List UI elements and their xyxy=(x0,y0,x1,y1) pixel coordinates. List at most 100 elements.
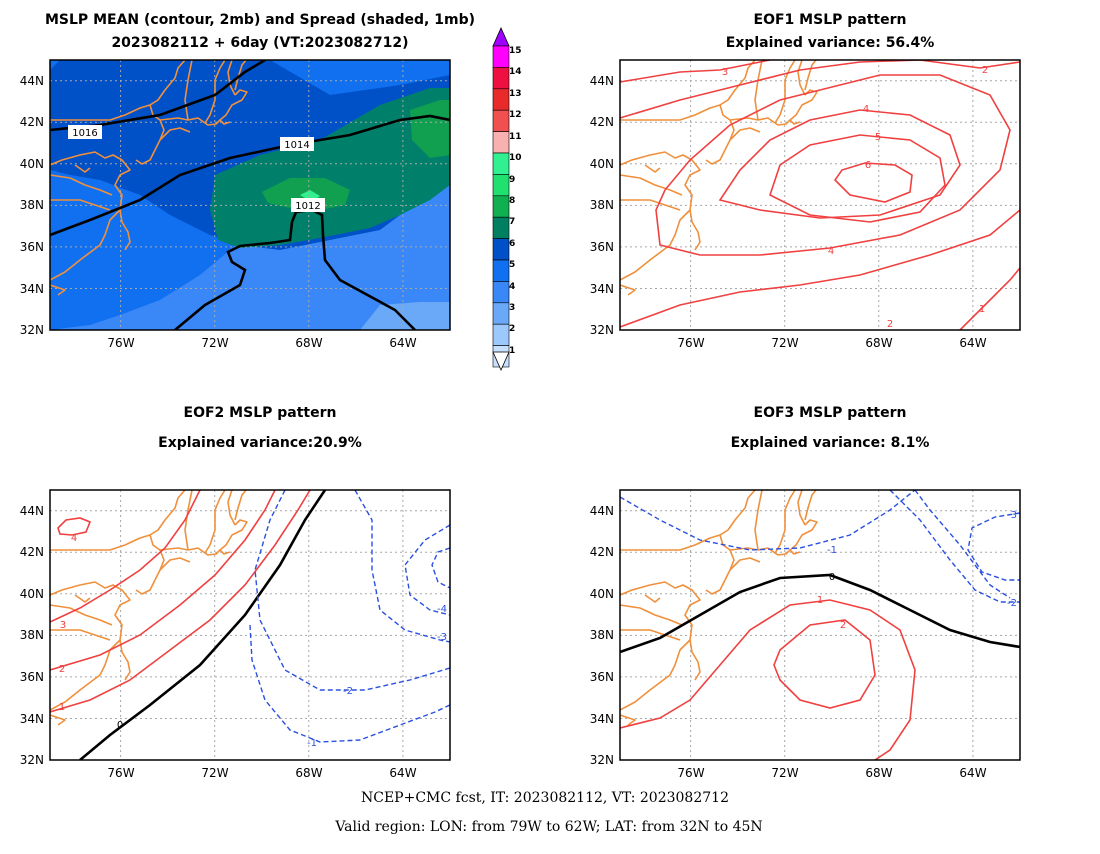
svg-text:1016: 1016 xyxy=(72,128,97,139)
svg-text:72W: 72W xyxy=(771,766,798,780)
colorbar-box xyxy=(492,67,510,90)
svg-text:3: 3 xyxy=(722,67,728,78)
svg-text:44N: 44N xyxy=(20,504,44,518)
eof1-coastline xyxy=(620,60,818,296)
svg-text:72W: 72W xyxy=(771,336,798,350)
svg-text:32N: 32N xyxy=(20,323,44,337)
svg-text:36N: 36N xyxy=(590,240,614,254)
svg-text:-1: -1 xyxy=(307,738,317,749)
eof1-lon-ticks: 76W 72W 68W 64W xyxy=(677,336,986,350)
svg-text:2: 2 xyxy=(509,324,515,334)
colorbar-top-arrow xyxy=(492,27,510,47)
svg-text:2: 2 xyxy=(887,319,893,330)
svg-text:12: 12 xyxy=(509,110,522,120)
svg-text:40N: 40N xyxy=(590,587,614,601)
spread-shading xyxy=(50,60,450,330)
svg-text:64W: 64W xyxy=(959,766,986,780)
colorbar-box xyxy=(492,195,510,218)
svg-text:42N: 42N xyxy=(590,545,614,559)
eof3-negative-contours xyxy=(620,490,1020,603)
colorbar-box xyxy=(492,302,510,325)
contour-1014 xyxy=(50,114,450,237)
eof2-frame xyxy=(49,489,451,761)
svg-text:2: 2 xyxy=(982,65,988,76)
svg-text:40N: 40N xyxy=(20,587,44,601)
svg-text:4: 4 xyxy=(509,282,515,292)
svg-text:-4: -4 xyxy=(437,604,447,615)
svg-text:-2: -2 xyxy=(343,686,353,697)
colorbar-box xyxy=(492,281,510,304)
eof1-lat-ticks: 44N 42N 40N 38N 36N 34N 32N xyxy=(590,74,614,337)
svg-text:5: 5 xyxy=(875,132,881,143)
eof2-subtitle: Explained variance:20.9% xyxy=(158,435,362,451)
mean-lat-ticks: 44N 42N 40N 38N 36N 34N 32N xyxy=(20,74,44,337)
svg-text:9: 9 xyxy=(509,175,515,185)
colorbar-box xyxy=(492,259,510,282)
svg-text:68W: 68W xyxy=(295,766,322,780)
svg-text:-3: -3 xyxy=(1007,510,1017,521)
panel-mslp-mean: MSLP MEAN (contour, 2mb) and Spread (sha… xyxy=(20,12,475,350)
eof2-title: EOF2 MSLP pattern xyxy=(184,405,337,421)
panel-eof2: EOF2 MSLP pattern Explained variance:20.… xyxy=(20,405,451,780)
colorbar-bottom-arrow xyxy=(492,351,510,371)
svg-text:64W: 64W xyxy=(959,336,986,350)
svg-text:44N: 44N xyxy=(590,74,614,88)
eof3-lat-ticks: 44N 42N 40N 38N 36N 34N 32N xyxy=(590,504,614,767)
eof3-lon-ticks: 76W 72W 68W 64W xyxy=(677,766,986,780)
svg-text:64W: 64W xyxy=(389,336,416,350)
svg-text:34N: 34N xyxy=(20,712,44,726)
eof2-contour-labels: 4 3 2 1 0 -4 -3 -2 -1 xyxy=(59,533,447,749)
svg-text:38N: 38N xyxy=(590,198,614,212)
svg-text:1014: 1014 xyxy=(284,140,309,151)
svg-text:2: 2 xyxy=(59,664,65,675)
colorbar-box xyxy=(492,238,510,261)
panel-eof1: EOF1 MSLP pattern Explained variance: 56… xyxy=(590,12,1021,350)
svg-text:32N: 32N xyxy=(590,753,614,767)
svg-text:64W: 64W xyxy=(389,766,416,780)
svg-text:1: 1 xyxy=(509,346,515,356)
mean-frame xyxy=(49,59,451,331)
svg-text:1: 1 xyxy=(979,304,985,315)
svg-text:32N: 32N xyxy=(20,753,44,767)
svg-text:15: 15 xyxy=(509,46,522,56)
eof3-positive-contours xyxy=(620,599,916,760)
svg-text:42N: 42N xyxy=(20,115,44,129)
svg-text:3: 3 xyxy=(60,620,66,631)
svg-text:-2: -2 xyxy=(1007,598,1017,609)
eof3-subtitle: Explained variance: 8.1% xyxy=(731,435,930,451)
eof3-zero-contour xyxy=(620,573,1020,654)
svg-text:34N: 34N xyxy=(590,282,614,296)
svg-text:2: 2 xyxy=(840,620,846,631)
eof1-subtitle: Explained variance: 56.4% xyxy=(726,35,935,51)
svg-text:0: 0 xyxy=(117,720,123,731)
eof1-contour-labels: 3 2 4 5 6 4 2 1 xyxy=(722,65,988,330)
colorbar-box xyxy=(492,88,510,111)
svg-text:5: 5 xyxy=(509,260,515,270)
eof3-contour-labels: -1 -3 -2 0 1 2 xyxy=(817,510,1017,631)
svg-text:42N: 42N xyxy=(590,115,614,129)
colorbar-boxes xyxy=(492,45,510,368)
colorbar-labels: 15 14 13 12 11 10 9 8 7 6 5 4 3 2 1 xyxy=(509,46,522,356)
svg-text:68W: 68W xyxy=(865,336,892,350)
eof2-lon-ticks: 76W 72W 68W 64W xyxy=(107,766,416,780)
svg-text:76W: 76W xyxy=(107,336,134,350)
svg-text:68W: 68W xyxy=(865,766,892,780)
svg-text:7: 7 xyxy=(509,217,515,227)
svg-text:6: 6 xyxy=(509,239,515,249)
spread-colorbar: 15 14 13 12 11 10 9 8 7 6 5 4 3 2 1 xyxy=(492,27,522,371)
eof1-frame xyxy=(619,59,1021,331)
svg-text:8: 8 xyxy=(509,196,515,206)
mean-lon-ticks: 76W 72W 68W 64W xyxy=(107,336,416,350)
colorbar-box xyxy=(492,174,510,197)
footer-valid-region: Valid region: LON: from 79W to 62W; LAT:… xyxy=(334,819,762,835)
colorbar-box xyxy=(492,109,510,132)
svg-text:3: 3 xyxy=(509,303,515,313)
eof1-contours xyxy=(620,60,1020,330)
svg-text:42N: 42N xyxy=(20,545,44,559)
footer-forecast-info: NCEP+CMC fcst, IT: 2023082112, VT: 20230… xyxy=(361,790,729,806)
svg-text:72W: 72W xyxy=(201,336,228,350)
svg-text:32N: 32N xyxy=(590,323,614,337)
colorbar-box xyxy=(492,45,510,68)
svg-text:68W: 68W xyxy=(295,336,322,350)
svg-text:38N: 38N xyxy=(20,198,44,212)
